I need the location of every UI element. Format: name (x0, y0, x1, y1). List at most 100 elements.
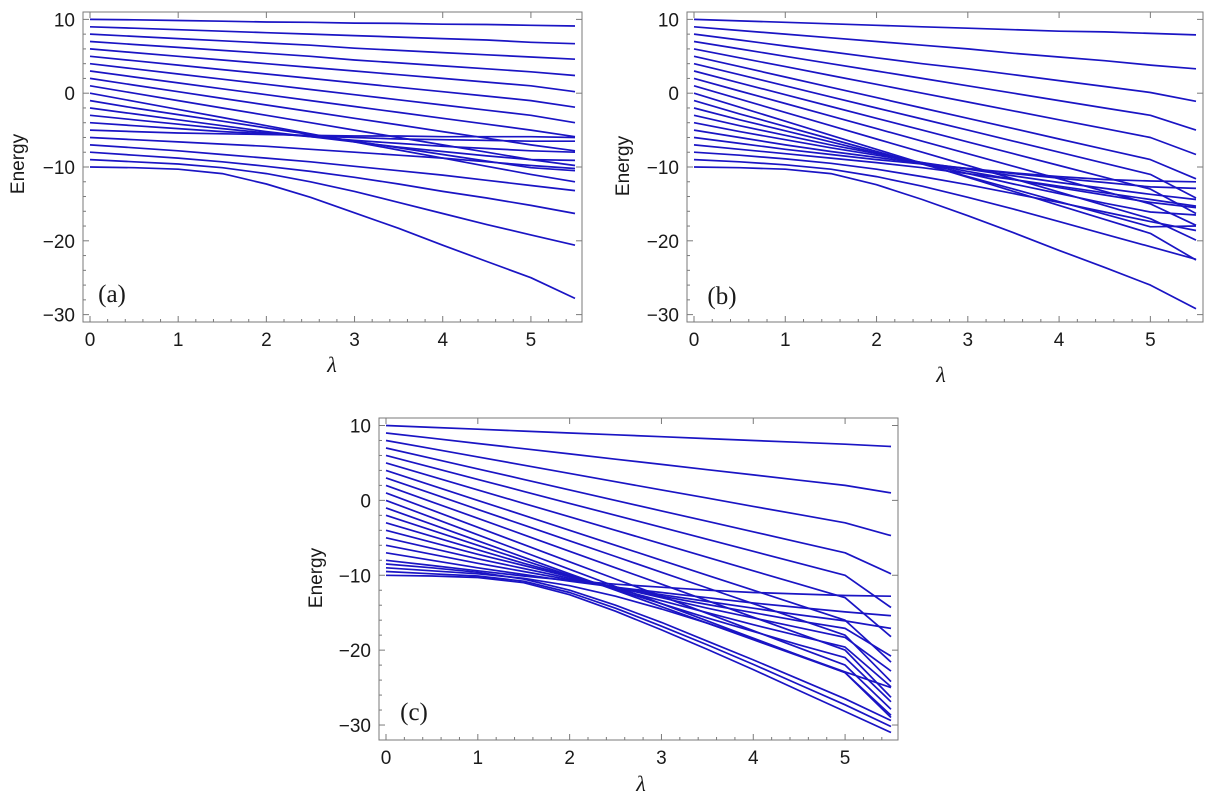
y-tick-label: −30 (43, 306, 75, 327)
series-line-7 (89, 62, 576, 124)
chart-panel-b: 0 1 2 3 4 5 −30 −20 −10 0 10 (b) λ Energy (603, 0, 1204, 390)
x-tick-label: 3 (656, 748, 667, 769)
x-tick-label: 4 (1054, 330, 1065, 351)
chart-panel-a: 0 1 2 3 4 5 −30 −20 −10 0 10 (a) λ Energy (0, 0, 600, 385)
series-line-8 (89, 70, 576, 138)
series-line-3 (89, 33, 576, 61)
x-tick-label: 2 (564, 748, 575, 769)
series-line-4 (89, 40, 576, 77)
series-line-4 (693, 40, 1197, 131)
y-axis-label: Energy (613, 135, 634, 196)
series-line-13 (385, 514, 892, 703)
series-line-17 (693, 136, 1197, 183)
series-line-19 (89, 151, 576, 215)
series-line-18 (385, 551, 892, 617)
y-tick-label: −20 (339, 641, 371, 662)
y-tick-label: 10 (54, 10, 75, 31)
series-line-22 (385, 570, 892, 728)
x-axis-label: λ (326, 352, 337, 377)
series-line-7 (693, 62, 1197, 199)
series-line-6 (385, 462, 892, 638)
series-line-17 (89, 136, 576, 170)
series-line-18 (89, 144, 576, 192)
series-line-4 (385, 447, 892, 575)
series-line-6 (693, 55, 1197, 180)
series-line-20 (693, 158, 1197, 261)
y-tick-label: −10 (339, 566, 371, 587)
y-tick-label: −20 (647, 232, 679, 253)
series-line-10 (693, 84, 1197, 241)
series-line-17 (385, 544, 892, 630)
x-tick-label: 1 (173, 330, 184, 351)
panel-label: (b) (707, 283, 736, 310)
chart-svg-c: 0 1 2 3 4 5 −30 −20 −10 0 10 (c) λ Energy (306, 416, 899, 796)
series-line-14 (385, 521, 892, 688)
series-line-5 (385, 454, 892, 609)
y-tick-label: 0 (360, 491, 371, 512)
y-tick-label: 0 (668, 84, 679, 105)
series-line-13 (89, 107, 576, 162)
x-tick-label: 2 (871, 330, 882, 351)
series-line-21 (385, 574, 892, 734)
chart-panel-c: 0 1 2 3 4 5 −30 −20 −10 0 10 (c) λ Energy (296, 406, 916, 800)
x-tick-label: 3 (349, 330, 360, 351)
panel-label: (a) (98, 281, 126, 308)
x-tick-label: 1 (780, 330, 791, 351)
series-line-23 (385, 563, 892, 722)
series-line-6 (89, 55, 576, 109)
series-line-20 (89, 158, 576, 247)
series-line-19 (693, 151, 1197, 232)
series-line-10 (385, 492, 892, 710)
series-line-1 (89, 18, 576, 27)
series-line-14 (693, 114, 1197, 209)
series-line-18 (693, 144, 1197, 207)
chart-svg-a: 0 1 2 3 4 5 −30 −20 −10 0 10 (a) λ Energy (8, 10, 583, 377)
series-line-3 (693, 33, 1197, 103)
y-tick-label: 0 (64, 84, 75, 105)
series-line-2 (693, 25, 1197, 70)
x-axis-label: λ (635, 771, 646, 796)
x-tick-label: 0 (85, 330, 96, 351)
series-line-12 (385, 507, 892, 716)
series-line-14 (89, 114, 576, 154)
y-axis-label: Energy (8, 133, 29, 194)
x-tick-label: 3 (963, 330, 974, 351)
panel-label: (c) (400, 699, 428, 726)
series-line-5 (89, 48, 576, 93)
series-line-7 (385, 469, 892, 663)
series-line-15 (693, 121, 1197, 201)
x-tick-label: 2 (261, 330, 272, 351)
y-axis-label: Energy (306, 547, 327, 608)
series-line-13 (693, 107, 1197, 216)
series-line-1 (385, 424, 892, 448)
y-tick-label: −30 (647, 306, 679, 327)
y-tick-label: −10 (647, 158, 679, 179)
y-tick-label: 10 (350, 416, 371, 437)
series-line-9 (89, 77, 576, 152)
series-line-15 (89, 121, 575, 143)
series-line-20 (385, 566, 892, 689)
x-tick-label: 1 (473, 748, 484, 769)
y-tick-label: 10 (658, 10, 679, 31)
series-line-2 (385, 432, 892, 494)
x-tick-label: 4 (437, 330, 448, 351)
x-tick-label: 0 (381, 748, 392, 769)
x-tick-label: 5 (1145, 330, 1156, 351)
series-group (693, 18, 1197, 310)
series-line-3 (385, 439, 892, 537)
y-tick-label: −10 (43, 158, 75, 179)
series-line-1 (693, 18, 1197, 36)
chart-svg-b: 0 1 2 3 4 5 −30 −20 −10 0 10 (b) λ Energy (613, 10, 1204, 387)
series-group (89, 18, 576, 300)
series-line-2 (89, 25, 576, 45)
x-tick-label: 0 (689, 330, 700, 351)
series-line-8 (385, 477, 892, 683)
series-line-21 (89, 166, 576, 300)
y-tick-label: −30 (339, 716, 371, 737)
series-line-9 (385, 484, 892, 698)
x-tick-label: 5 (526, 330, 537, 351)
series-group (385, 424, 892, 734)
x-tick-label: 5 (840, 748, 851, 769)
y-tick-label: −20 (43, 232, 75, 253)
plot-frame (378, 417, 899, 741)
